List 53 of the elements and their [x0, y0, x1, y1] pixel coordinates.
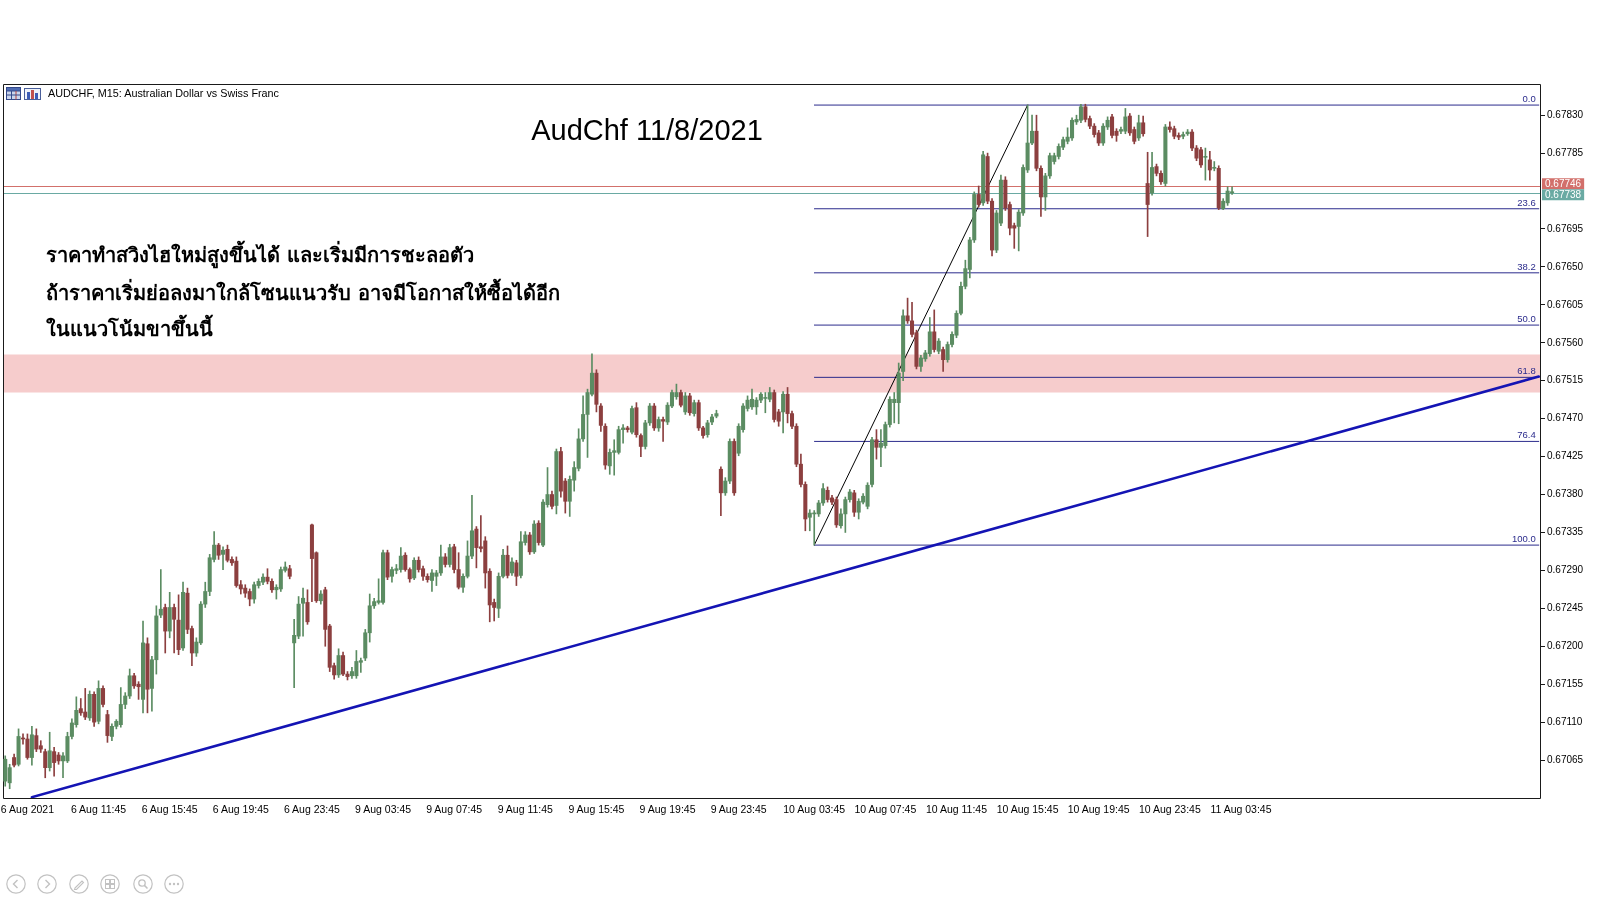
x-tick-label: 10 Aug 11:45 [925, 803, 988, 815]
y-tick-label: 0.67200 [1547, 640, 1584, 652]
y-tick-label: 0.67515 [1547, 374, 1584, 386]
y-tick-label: 0.67425 [1547, 450, 1584, 462]
x-tick-label: 11 Aug 03:45 [1210, 803, 1272, 815]
candlestick [661, 416, 666, 442]
y-tick-label: 0.67605 [1547, 298, 1584, 310]
y-tick-label: 0.67245 [1547, 602, 1584, 614]
x-tick-label: 9 Aug 07:45 [426, 803, 483, 815]
y-tick-label: 0.67290 [1547, 564, 1584, 576]
x-tick-label: 6 Aug 2021 [0, 803, 55, 815]
x-tick-label: 6 Aug 11:45 [70, 803, 127, 815]
x-tick-label: 10 Aug 19:45 [1067, 803, 1130, 815]
x-tick-label: 6 Aug 23:45 [283, 803, 340, 815]
x-tick-label: 9 Aug 03:45 [355, 803, 412, 815]
x-tick-label: 9 Aug 15:45 [568, 803, 625, 815]
series-label: 76.4 [1517, 429, 1536, 441]
text: AudChf 11/8/2021 [531, 114, 763, 146]
y-tick-label: 0.67380 [1547, 488, 1584, 500]
series-label: 38.2 [1517, 260, 1536, 272]
y-tick-label: 0.67785 [1547, 146, 1584, 158]
ref-line-label: 0.67746 [1545, 178, 1582, 190]
x-tick-label: 9 Aug 19:45 [639, 803, 696, 815]
candlestick [1212, 161, 1217, 172]
chart-subtitle: AUDCHF, M15: Australian Dollar vs Swiss Franc [48, 87, 279, 99]
series-label: 50.0 [1517, 312, 1536, 324]
x-tick-label: 10 Aug 23:45 [1138, 803, 1201, 815]
ref-line-label: 0.67738 [1545, 189, 1582, 201]
x-tick-label: 6 Aug 15:45 [141, 803, 198, 815]
y-tick-label: 0.67110 [1547, 715, 1583, 727]
series-label: 100.0 [1512, 532, 1536, 544]
y-tick-label: 0.67830 [1547, 108, 1584, 120]
y-tick-label: 0.67155 [1547, 677, 1584, 689]
y-tick-label: 0.67470 [1547, 412, 1584, 424]
y-tick-label: 0.67065 [1547, 753, 1584, 765]
annotation: ราคาทำสวิงไฮใหม่สูงขึ้นได้ และเริ่มมีการชะลอตัว [46, 242, 474, 268]
x-tick-label: 9 Aug 11:45 [497, 803, 553, 815]
series-label: 61.8 [1517, 365, 1536, 377]
x-tick-label: 6 Aug 19:45 [212, 803, 269, 815]
y-tick-label: 0.67695 [1547, 222, 1584, 234]
y-tick-label: 0.67335 [1547, 526, 1584, 538]
y-tick-label: 0.67650 [1547, 260, 1584, 272]
annotation: ในแนวโน้มขาขึ้นนี้ [46, 316, 213, 342]
y-tick-label: 0.67560 [1547, 336, 1584, 348]
candlestick [301, 587, 306, 637]
x-tick-label: 9 Aug 23:45 [710, 803, 767, 815]
candlestick [221, 546, 226, 570]
x-tick-label: 10 Aug 15:45 [996, 803, 1059, 815]
x-tick-label: 10 Aug 03:45 [783, 803, 846, 815]
annotation: ถ้าราคาเริ่มย่อลงมาใกล้โซนแนวรับ อาจมีโอกาสให้ซื้อได้อีก [46, 280, 560, 306]
series-label: 0.0 [1522, 92, 1536, 104]
series-label: 23.6 [1517, 196, 1536, 208]
x-tick-label: 10 Aug 07:45 [854, 803, 917, 815]
